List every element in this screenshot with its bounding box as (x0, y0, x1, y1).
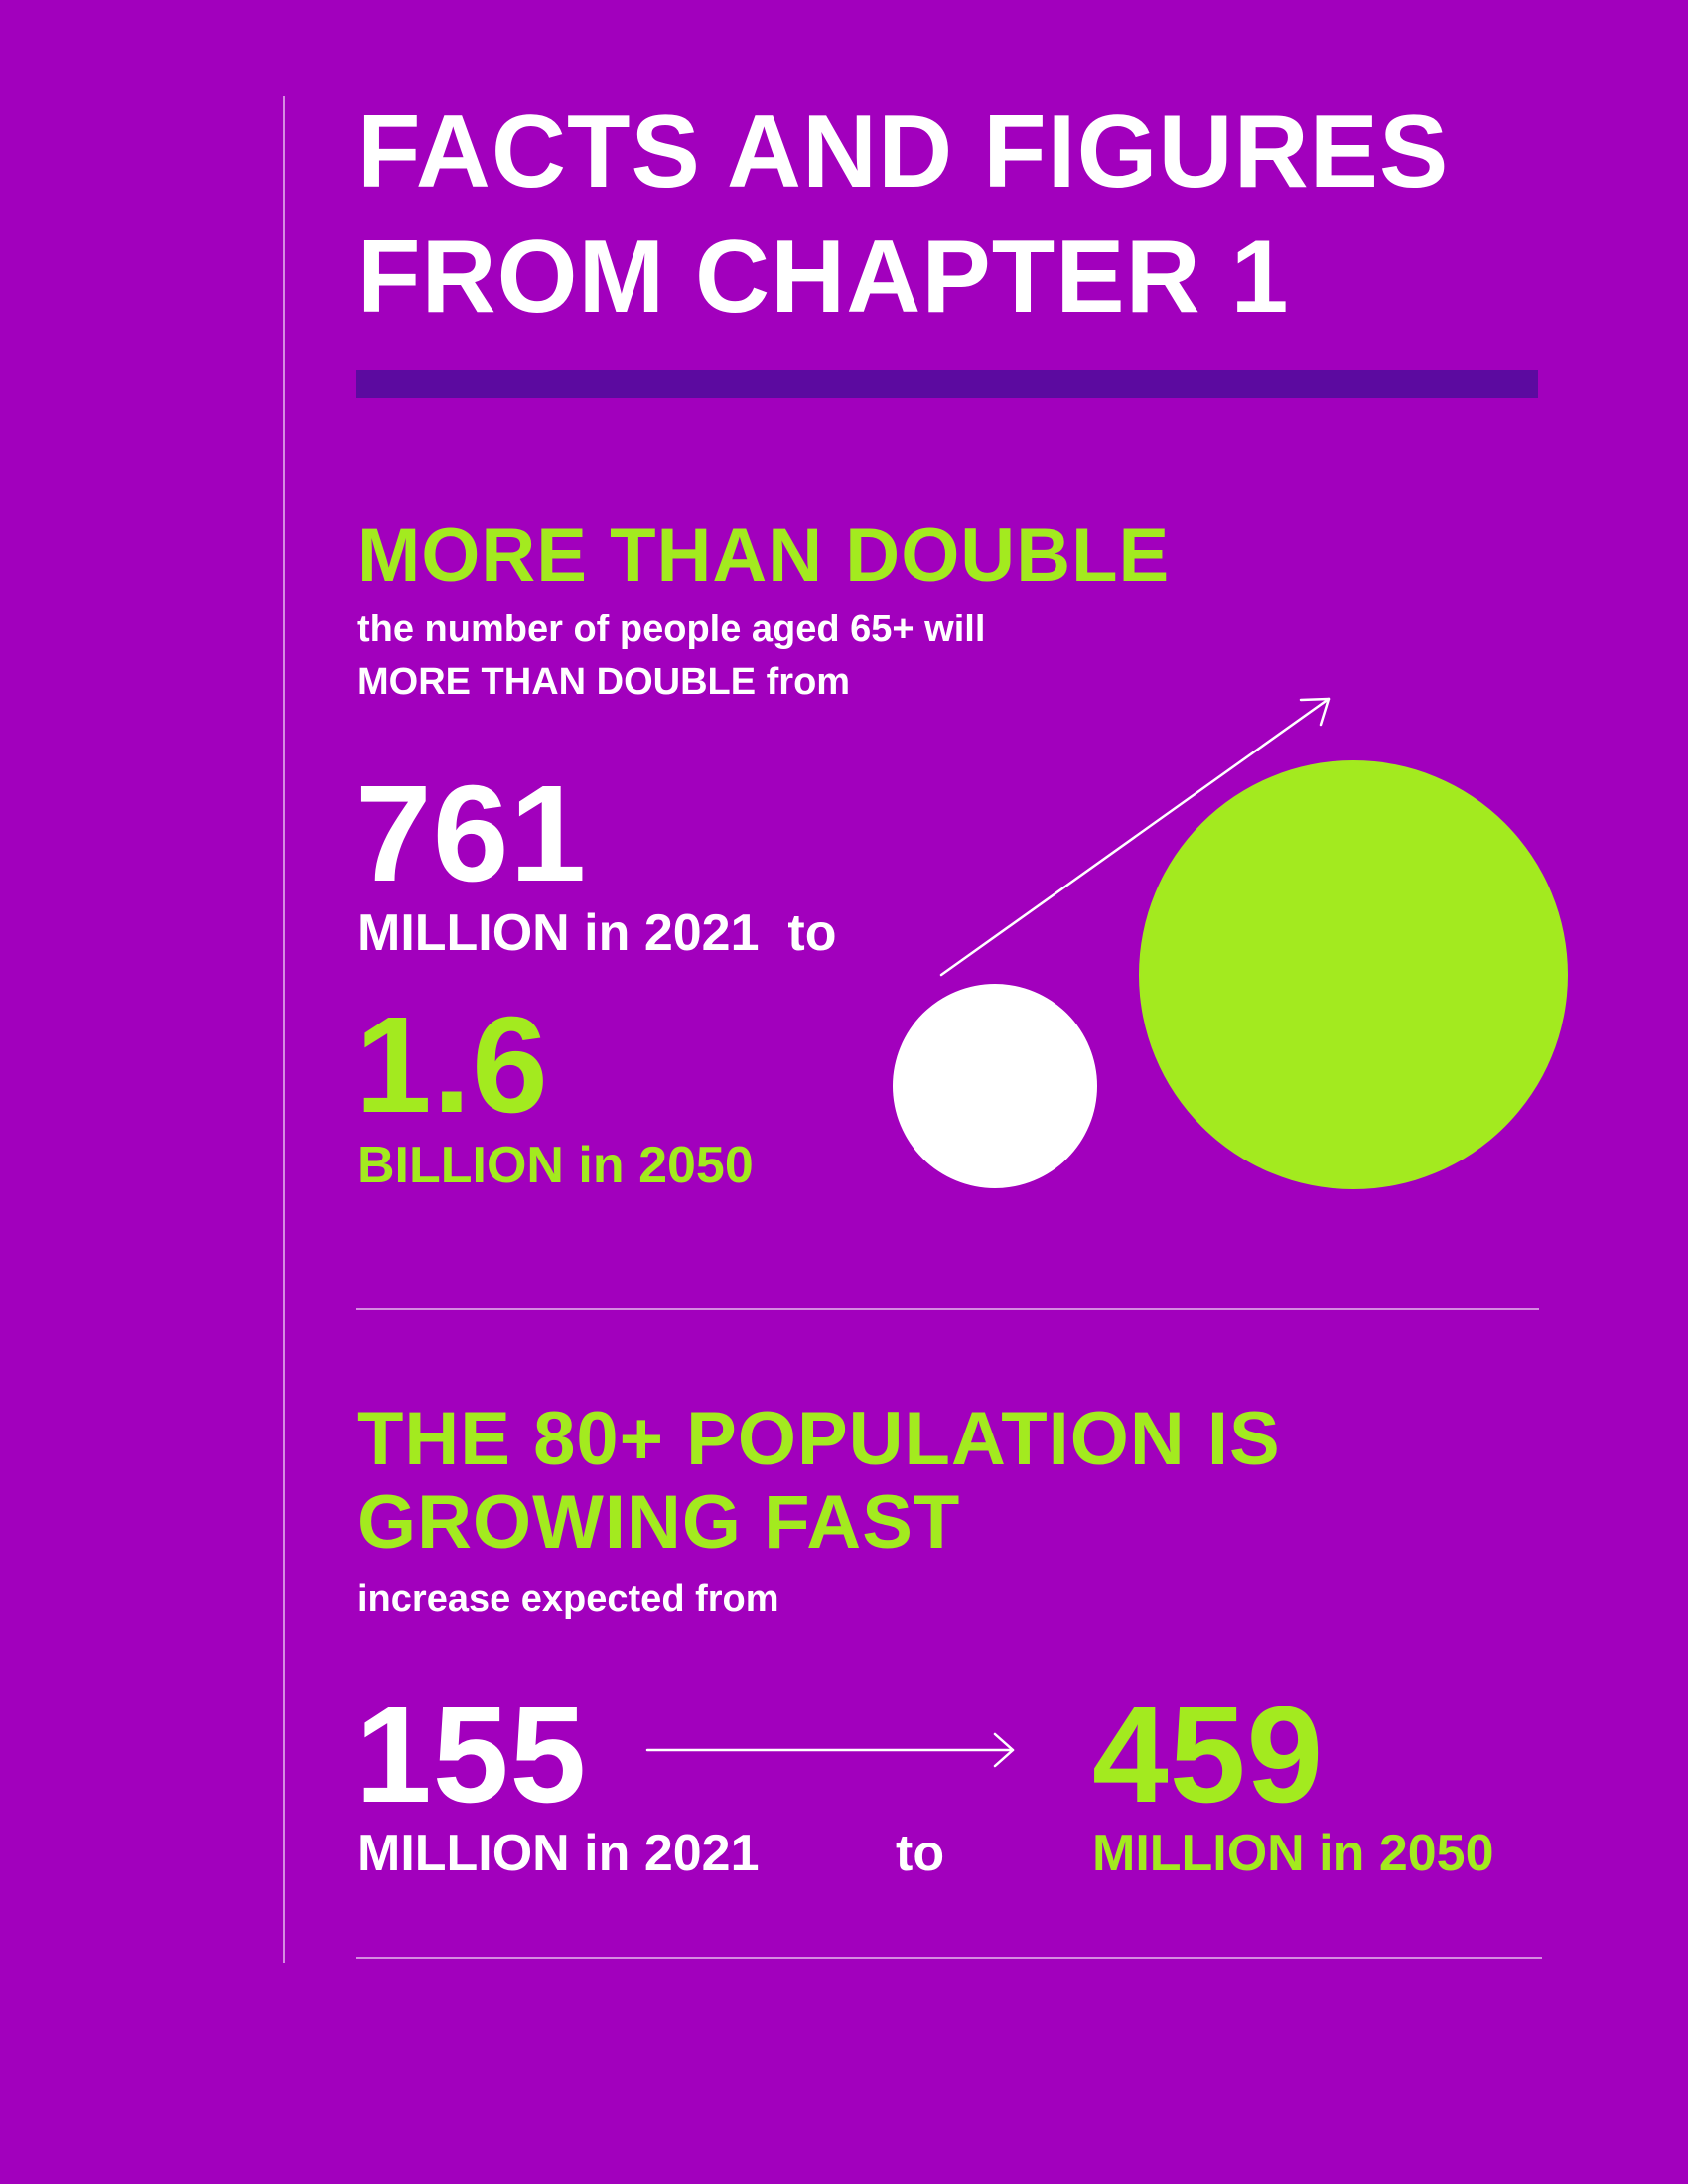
section-1-heading: MORE THAN DOUBLE (357, 513, 1171, 598)
small-white-circle (893, 984, 1097, 1188)
section-2-to-unit: MILLION in 2050 (1092, 1825, 1494, 1882)
section-divider-1 (356, 1308, 1539, 1310)
section-2-from-value: 155 (355, 1679, 588, 1832)
arrow-right-icon (645, 1732, 1015, 1768)
growth-bubbles-graphic (893, 697, 1568, 1189)
section-1-to-unit: BILLION in 2050 (357, 1137, 754, 1194)
large-green-circle (1139, 760, 1568, 1189)
section-1-description: the number of people aged 65+ will MORE … (357, 604, 1152, 709)
section-2-from-unit: MILLION in 2021 (357, 1825, 760, 1882)
section-2-description: increase expected from (357, 1578, 779, 1620)
title-underline-bar (356, 370, 1538, 398)
section-1-from-value: 761 (355, 757, 588, 910)
section-2-to-value: 459 (1092, 1679, 1325, 1832)
page-title-line-2: FROM CHAPTER 1 (357, 219, 1290, 335)
section-2-connector: to (896, 1825, 945, 1882)
page-title-line-1: FACTS AND FIGURES (357, 94, 1450, 209)
section-1-description-line-1: the number of people aged 65+ will (357, 609, 986, 650)
section-1-from-unit: MILLION in 2021 to (357, 904, 837, 962)
section-divider-2 (356, 1957, 1542, 1959)
section-2-heading: THE 80+ POPULATION IS GROWING FAST (357, 1398, 1549, 1565)
section-1-to-value: 1.6 (355, 989, 549, 1142)
arrow-up-right-icon (939, 697, 1331, 977)
section-2-heading-line-2: GROWING FAST (357, 1480, 961, 1565)
page-title: FACTS AND FIGURES FROM CHAPTER 1 (357, 89, 1599, 340)
section-1-description-line-2: MORE THAN DOUBLE from (357, 661, 851, 703)
section-2-heading-line-1: THE 80+ POPULATION IS (357, 1397, 1281, 1481)
left-vertical-rule (283, 96, 285, 1963)
